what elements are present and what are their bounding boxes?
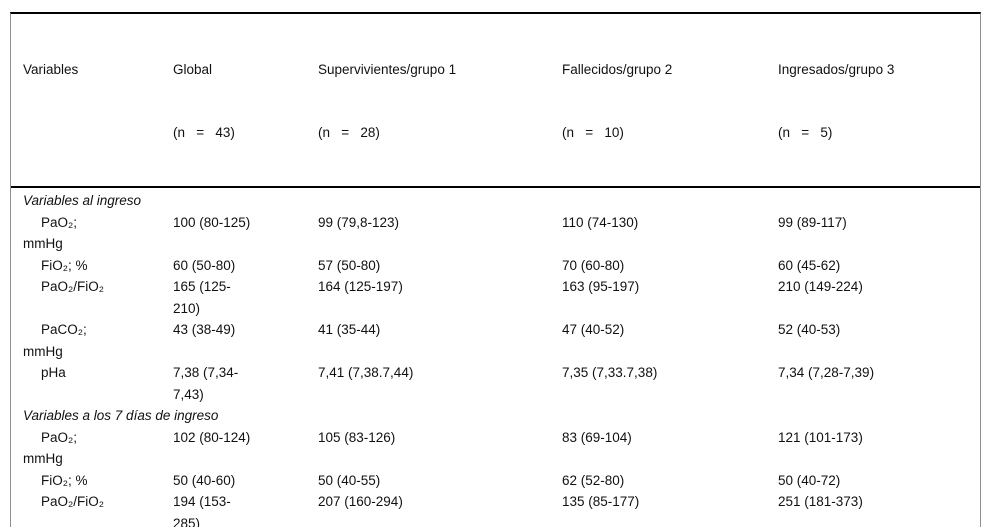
- column-header-label: Global: [173, 62, 213, 77]
- value-cell: 164 (125-197): [318, 279, 403, 294]
- value-cell: 165 (125- 210): [173, 279, 231, 316]
- value-cell: 207 (160-294): [318, 494, 403, 509]
- variable-cell: PaCO₂; mmHg: [23, 322, 87, 359]
- column-header-label: Fallecidos/grupo 2: [562, 62, 673, 77]
- value-cell: 100 (80-125): [173, 214, 251, 230]
- value-cell: 47 (40-52): [562, 322, 625, 337]
- value-cell: 105 (83-126): [318, 429, 396, 445]
- table-header-row: Variables Global (n = 43) Supervivientes…: [11, 14, 980, 188]
- variable-cell: PaO₂; mmHg: [23, 214, 78, 252]
- column-header-label: Variables: [23, 62, 79, 77]
- value-cell: 57 (50-80): [318, 257, 381, 273]
- value-cell: 7,41 (7,38.7,44): [318, 365, 414, 380]
- column-header-n: (n = 10): [562, 125, 624, 140]
- table-row: PaO₂/FiO₂ 194 (153- 285) 207 (160-294) 1…: [11, 491, 980, 527]
- table-row: PaO₂/FiO₂ 165 (125- 210) 164 (125-197) 1…: [11, 276, 980, 319]
- value-cell: 7,38 (7,34- 7,43): [173, 365, 239, 402]
- column-header-grupo2: Fallecidos/grupo 2 (n = 10): [562, 17, 778, 185]
- value-cell: 60 (50-80): [173, 257, 236, 273]
- value-cell: 194 (153- 285): [173, 494, 231, 527]
- column-header-grupo3: Ingresados/grupo 3 (n = 5): [778, 17, 980, 185]
- variable-cell: PaO₂/FiO₂: [41, 279, 104, 294]
- variable-cell: PaO₂; mmHg: [23, 429, 78, 467]
- value-cell: 210 (149-224): [778, 279, 863, 294]
- value-cell: 50 (40-55): [318, 472, 381, 488]
- table-body: Variables al ingreso PaO₂; mmHg 100 (80-…: [11, 188, 980, 527]
- value-cell: 102 (80-124): [173, 429, 251, 445]
- value-cell: 110 (74-130): [562, 214, 639, 230]
- table-row: FiO₂; % 50 (40-60) 50 (40-55) 62 (52-80)…: [11, 470, 980, 492]
- value-cell: 62 (52-80): [562, 472, 625, 488]
- column-header-label: Supervivientes/grupo 1: [318, 62, 457, 77]
- column-header-n: (n = 43): [173, 125, 235, 140]
- column-header-n: (n = 28): [318, 125, 380, 140]
- value-cell: 52 (40-53): [778, 322, 841, 337]
- value-cell: 50 (40-60): [173, 472, 236, 488]
- table-row: FiO₂; % 60 (50-80) 57 (50-80) 70 (60-80)…: [11, 255, 980, 277]
- column-header-label: Ingresados/grupo 3: [778, 62, 895, 77]
- value-cell: 135 (85-177): [562, 494, 640, 509]
- value-cell: 70 (60-80): [562, 257, 625, 273]
- value-cell: 251 (181-373): [778, 494, 863, 509]
- value-cell: 50 (40-72): [778, 472, 841, 488]
- value-cell: 60 (45-62): [778, 257, 841, 273]
- variable-cell: FiO₂; %: [41, 257, 88, 273]
- results-table: Variables Global (n = 43) Supervivientes…: [10, 12, 981, 527]
- table-row: pHa 7,38 (7,34- 7,43) 7,41 (7,38.7,44) 7…: [11, 362, 980, 405]
- value-cell: 41 (35-44): [318, 322, 381, 337]
- column-header-grupo1: Supervivientes/grupo 1 (n = 28): [318, 17, 562, 185]
- value-cell: 99 (79,8-123): [318, 214, 400, 230]
- table-row: PaO₂; mmHg 100 (80-125) 99 (79,8-123) 11…: [11, 212, 980, 255]
- table-row: PaO₂; mmHg 102 (80-124) 105 (83-126) 83 …: [11, 427, 980, 470]
- section-title-7dias: Variables a los 7 días de ingreso: [23, 408, 219, 423]
- variable-cell: pHa: [41, 365, 66, 380]
- variable-cell: FiO₂; %: [41, 472, 88, 488]
- value-cell: 121 (101-173): [778, 429, 863, 445]
- value-cell: 7,34 (7,28-7,39): [778, 365, 875, 380]
- value-cell: 7,35 (7,33.7,38): [562, 365, 658, 380]
- value-cell: 99 (89-117): [778, 214, 847, 230]
- column-header-variables: Variables: [11, 17, 173, 185]
- variable-cell: PaO₂/FiO₂: [41, 494, 104, 509]
- table-row: PaCO₂; mmHg 43 (38-49) 41 (35-44) 47 (40…: [11, 319, 980, 362]
- column-header-n: (n = 5): [778, 125, 833, 140]
- column-header-global: Global (n = 43): [173, 17, 318, 185]
- value-cell: 163 (95-197): [562, 279, 640, 294]
- value-cell: 43 (38-49): [173, 322, 236, 337]
- value-cell: 83 (69-104): [562, 429, 632, 445]
- section-title-ingreso: Variables al ingreso: [23, 193, 142, 208]
